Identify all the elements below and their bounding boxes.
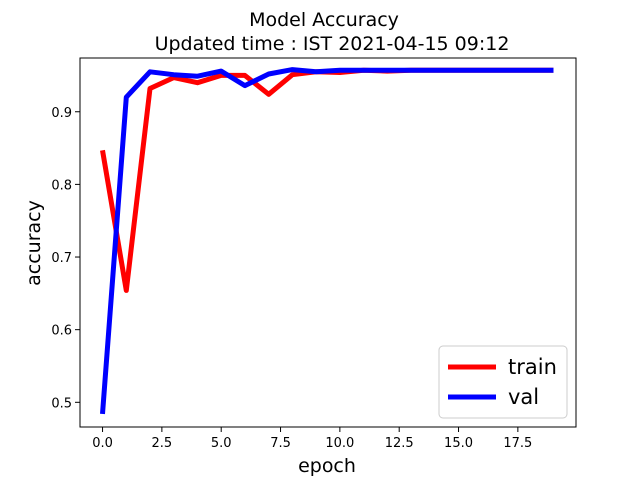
y-axis: 0.5 0.6 0.7 0.8 0.9 <box>51 106 80 411</box>
chart-title: Model Accuracy <box>249 9 399 31</box>
x-tick-label: 10.0 <box>325 436 354 451</box>
y-tick-label: 0.6 <box>51 324 72 339</box>
y-tick-label: 0.5 <box>51 396 72 411</box>
x-tick-label: 0.0 <box>92 436 113 451</box>
x-tick-label: 2.5 <box>152 436 173 451</box>
legend-train-label: train <box>508 355 557 379</box>
x-tick-label: 17.5 <box>503 436 532 451</box>
x-axis-label: epoch <box>298 455 356 477</box>
x-tick-label: 7.5 <box>270 436 291 451</box>
legend-box <box>438 345 568 419</box>
x-axis: 0.0 2.5 5.0 7.5 10.0 12.5 15.0 17.5 <box>92 427 532 451</box>
y-tick-label: 0.9 <box>51 106 72 121</box>
y-tick-label: 0.8 <box>51 178 72 193</box>
legend: train val <box>438 345 568 419</box>
chart-subtitle: Updated time : IST 2021-04-15 09:12 <box>155 33 510 55</box>
x-tick-label: 12.5 <box>385 436 414 451</box>
x-tick-label: 5.0 <box>211 436 232 451</box>
series-lines <box>100 67 554 415</box>
series-line-val <box>100 67 554 415</box>
y-axis-label: accuracy <box>23 200 45 286</box>
y-tick-label: 0.7 <box>51 251 72 266</box>
x-tick-label: 15.0 <box>444 436 473 451</box>
legend-val-label: val <box>508 385 539 409</box>
